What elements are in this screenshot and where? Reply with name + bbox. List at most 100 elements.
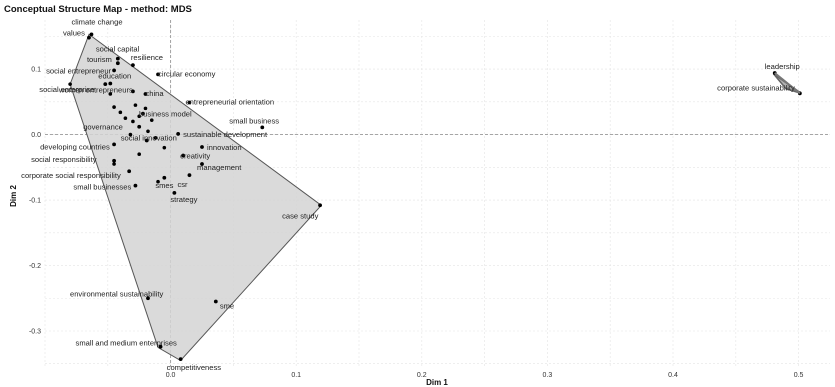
- data-point: [143, 106, 148, 111]
- y-tick-label: 0.0: [31, 132, 41, 139]
- cluster-2-arrow: [774, 72, 801, 95]
- data-point: [128, 132, 133, 137]
- chart-title: Conceptual Structure Map - method: MDS: [4, 4, 192, 15]
- point-label: climate change: [71, 17, 122, 26]
- data-point: [146, 296, 150, 301]
- data-point: [172, 190, 177, 195]
- point-label: smes: [155, 181, 173, 190]
- point-label: social innovation: [121, 133, 177, 142]
- y-tick-label: -0.3: [29, 328, 41, 335]
- grid-lines: [44, 20, 830, 367]
- data-point: [131, 89, 135, 94]
- cluster-hull-1: [69, 33, 323, 362]
- point-label: creativity: [180, 152, 210, 161]
- data-point: [131, 63, 135, 68]
- data-point: [181, 153, 186, 158]
- point-label: business model: [139, 110, 192, 119]
- x-tick-label: 0.0: [166, 372, 176, 379]
- data-point: [153, 136, 158, 140]
- x-tick-label: 0.5: [794, 372, 804, 379]
- point-label: women entrepreneurs: [58, 85, 133, 94]
- x-tick-label: 0.2: [417, 372, 427, 379]
- point-label: circular economy: [158, 69, 216, 78]
- data-point: [112, 162, 116, 166]
- data-point: [318, 203, 322, 208]
- y-tick-label: -0.1: [29, 198, 41, 205]
- point-label: leadership: [765, 62, 800, 71]
- data-point: [112, 158, 116, 163]
- point-label: developing countries: [40, 142, 110, 151]
- point-label: management: [197, 163, 242, 172]
- data-point: [108, 92, 113, 96]
- y-tick-label: -0.2: [29, 263, 41, 270]
- data-point: [137, 114, 141, 119]
- data-point: [144, 138, 149, 143]
- point-label: case study: [282, 211, 319, 220]
- data-point: [112, 68, 116, 73]
- data-point: [115, 56, 120, 61]
- point-label: entrepreneurial orientation: [185, 97, 274, 106]
- point-label: social responsibility: [31, 155, 97, 164]
- y-axis-label: Dim 2: [9, 185, 18, 207]
- point-label: innovation: [207, 143, 242, 152]
- data-point: [103, 82, 108, 87]
- point-label: competitiveness: [167, 363, 222, 372]
- data-point: [187, 100, 192, 105]
- data-point: [260, 125, 265, 130]
- point-label: corporate social responsibility: [21, 171, 121, 180]
- point-labels: climate change values social capitalresili…: [21, 17, 800, 372]
- data-points: [68, 32, 802, 362]
- data-point: [162, 175, 167, 180]
- x-axis-label: Dim 1: [426, 378, 448, 387]
- point-label: small and medium enterprises: [76, 339, 177, 348]
- data-point: [162, 145, 167, 150]
- point-label: resilience: [131, 53, 163, 62]
- point-label: social enterprise: [39, 85, 94, 94]
- data-point: [200, 162, 204, 166]
- point-label: china: [145, 89, 164, 98]
- x-tick-label: 0.1: [291, 372, 301, 379]
- data-point: [187, 173, 192, 178]
- data-point: [156, 72, 160, 77]
- point-label: tourism: [87, 55, 112, 64]
- data-point: [108, 81, 113, 86]
- x-axis-ticks: 0.0 0.1 0.2 0.3 0.4 0.5: [166, 372, 804, 379]
- point-label: education: [98, 72, 131, 81]
- point-label: corporate sustainability: [717, 83, 795, 92]
- data-point: [137, 124, 142, 129]
- y-axis-ticks: -0.3 -0.2 -0.1 0.0 0.1: [29, 67, 41, 336]
- data-point: [68, 82, 72, 86]
- data-point: [127, 169, 132, 174]
- data-point: [178, 357, 183, 362]
- point-label: values: [63, 29, 85, 38]
- data-point: [156, 179, 160, 184]
- point-label: social entrepreneur: [46, 66, 111, 75]
- data-point: [133, 183, 138, 188]
- x-tick-label: 0.4: [668, 372, 678, 379]
- data-point: [141, 111, 145, 116]
- data-point: [118, 110, 123, 115]
- point-label: strategy: [170, 195, 197, 204]
- point-label: csr: [177, 180, 188, 189]
- data-point: [213, 299, 218, 304]
- data-point: [87, 35, 91, 40]
- point-label: small business: [229, 116, 279, 125]
- x-tick-label: 0.3: [543, 372, 553, 379]
- data-point: [133, 103, 138, 107]
- data-point: [137, 152, 141, 157]
- data-point: [112, 142, 116, 147]
- point-label: sme: [220, 302, 234, 311]
- data-point: [146, 129, 150, 134]
- data-point: [89, 32, 94, 37]
- data-point: [149, 118, 154, 122]
- point-label: environmental sustainability: [70, 289, 163, 298]
- point-label: governance: [83, 123, 123, 132]
- point-label: sustainable development: [183, 130, 268, 139]
- data-point: [176, 132, 181, 136]
- data-point: [200, 145, 204, 149]
- data-point: [131, 119, 135, 124]
- data-point: [143, 92, 148, 96]
- y-tick-label: 0.1: [31, 67, 41, 74]
- data-point: [123, 116, 128, 121]
